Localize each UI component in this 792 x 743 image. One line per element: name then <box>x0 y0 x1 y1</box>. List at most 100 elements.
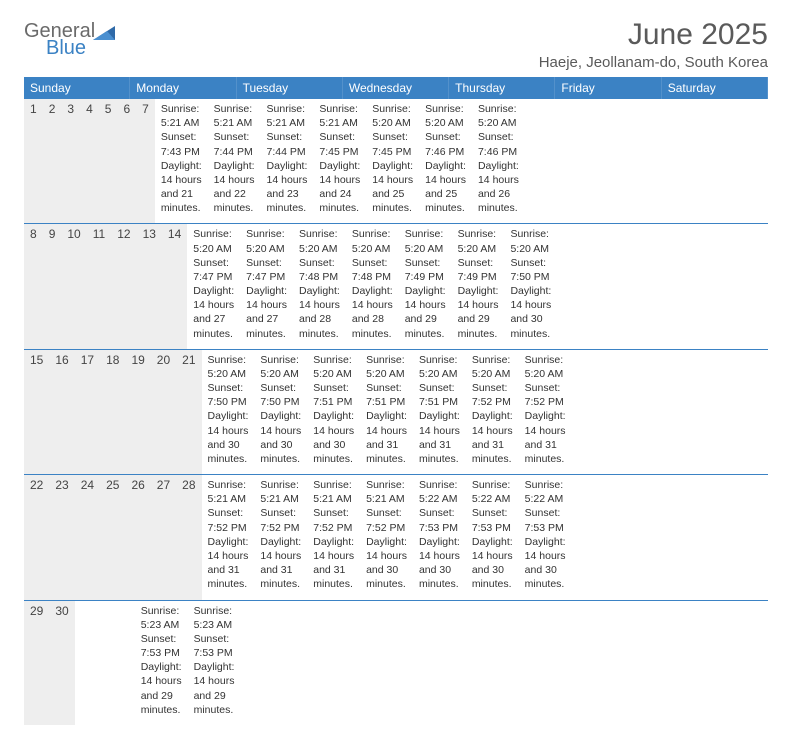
calendar-week: 891011121314Sunrise: 5:20 AMSunset: 7:47… <box>24 224 768 349</box>
daylight-text: and 31 minutes. <box>472 438 513 466</box>
day-cell: Sunrise: 5:22 AMSunset: 7:53 PMDaylight:… <box>466 475 519 599</box>
day-number: 18 <box>100 350 125 474</box>
calendar-week: 22232425262728Sunrise: 5:21 AMSunset: 7:… <box>24 475 768 600</box>
sunset-text: Sunset: 7:46 PM <box>425 130 466 158</box>
day-number: 30 <box>49 601 74 725</box>
daylight-text: and 25 minutes. <box>425 187 466 215</box>
day-number: 26 <box>125 475 150 599</box>
day-number: 15 <box>24 350 49 474</box>
logo-triangle-icon <box>93 24 119 47</box>
daylight-text: and 31 minutes. <box>260 563 301 591</box>
daylight-text: Daylight: 14 hours <box>214 159 255 187</box>
sunrise-text: Sunrise: 5:21 AM <box>214 102 255 130</box>
daylight-text: Daylight: 14 hours <box>419 409 460 437</box>
sunset-text: Sunset: 7:48 PM <box>299 256 340 284</box>
sunrise-text: Sunrise: 5:21 AM <box>319 102 360 130</box>
sunrise-text: Sunrise: 5:21 AM <box>267 102 308 130</box>
sunrise-text: Sunrise: 5:20 AM <box>525 353 566 381</box>
day-number: 1 <box>24 99 43 223</box>
day-cell: Sunrise: 5:22 AMSunset: 7:53 PMDaylight:… <box>413 475 466 599</box>
day-cell: Sunrise: 5:20 AMSunset: 7:47 PMDaylight:… <box>240 224 293 348</box>
sunrise-text: Sunrise: 5:20 AM <box>313 353 354 381</box>
daylight-text: and 31 minutes. <box>366 438 407 466</box>
daylight-text: and 31 minutes. <box>419 438 460 466</box>
daylight-text: and 29 minutes. <box>405 312 446 340</box>
day-cell: Sunrise: 5:21 AMSunset: 7:52 PMDaylight:… <box>307 475 360 599</box>
sunrise-text: Sunrise: 5:21 AM <box>161 102 202 130</box>
day-cell: Sunrise: 5:20 AMSunset: 7:51 PMDaylight:… <box>307 350 360 474</box>
sunrise-text: Sunrise: 5:22 AM <box>419 478 460 506</box>
sunrise-text: Sunrise: 5:20 AM <box>260 353 301 381</box>
daylight-text: Daylight: 14 hours <box>208 409 249 437</box>
sunset-text: Sunset: 7:43 PM <box>161 130 202 158</box>
sunset-text: Sunset: 7:47 PM <box>193 256 234 284</box>
day-number-row: 22232425262728 <box>24 475 202 599</box>
page-title: June 2025 <box>539 18 768 52</box>
day-number <box>75 601 87 725</box>
sunrise-text: Sunrise: 5:20 AM <box>366 353 407 381</box>
sunrise-text: Sunrise: 5:21 AM <box>313 478 354 506</box>
sunset-text: Sunset: 7:44 PM <box>267 130 308 158</box>
sunrise-text: Sunrise: 5:20 AM <box>510 227 551 255</box>
daylight-text: Daylight: 14 hours <box>472 535 513 563</box>
sunrise-text: Sunrise: 5:22 AM <box>472 478 513 506</box>
day-cell: Sunrise: 5:20 AMSunset: 7:46 PMDaylight:… <box>419 99 472 223</box>
day-number: 24 <box>75 475 100 599</box>
sunset-text: Sunset: 7:53 PM <box>472 506 513 534</box>
weekday-label: Wednesday <box>343 77 449 99</box>
sunset-text: Sunset: 7:52 PM <box>472 381 513 409</box>
daylight-text: Daylight: 14 hours <box>193 284 234 312</box>
day-content-row: Sunrise: 5:20 AMSunset: 7:47 PMDaylight:… <box>187 224 557 348</box>
daylight-text: Daylight: 14 hours <box>352 284 393 312</box>
day-content-row: Sunrise: 5:21 AMSunset: 7:43 PMDaylight:… <box>155 99 525 223</box>
sunset-text: Sunset: 7:52 PM <box>260 506 301 534</box>
day-cell: Sunrise: 5:20 AMSunset: 7:48 PMDaylight:… <box>293 224 346 348</box>
day-cell: Sunrise: 5:20 AMSunset: 7:46 PMDaylight:… <box>472 99 525 223</box>
daylight-text: Daylight: 14 hours <box>472 409 513 437</box>
sunset-text: Sunset: 7:50 PM <box>260 381 301 409</box>
daylight-text: Daylight: 14 hours <box>419 535 460 563</box>
daylight-text: Daylight: 14 hours <box>525 409 566 437</box>
day-number-row: 2930 <box>24 601 135 725</box>
calendar-week: 2930Sunrise: 5:23 AMSunset: 7:53 PMDayli… <box>24 601 768 725</box>
day-number: 22 <box>24 475 49 599</box>
location-text: Haeje, Jeollanam-do, South Korea <box>539 54 768 71</box>
day-cell: Sunrise: 5:21 AMSunset: 7:44 PMDaylight:… <box>208 99 261 223</box>
day-number <box>99 601 111 725</box>
day-number: 13 <box>137 224 162 348</box>
daylight-text: and 28 minutes. <box>299 312 340 340</box>
day-number: 2 <box>43 99 62 223</box>
day-cell: Sunrise: 5:20 AMSunset: 7:52 PMDaylight:… <box>466 350 519 474</box>
daylight-text: Daylight: 14 hours <box>313 409 354 437</box>
day-cell: Sunrise: 5:21 AMSunset: 7:52 PMDaylight:… <box>254 475 307 599</box>
weekday-header: Sunday Monday Tuesday Wednesday Thursday… <box>24 77 768 99</box>
sunrise-text: Sunrise: 5:20 AM <box>352 227 393 255</box>
day-number: 19 <box>125 350 150 474</box>
weekday-label: Friday <box>555 77 661 99</box>
weekday-label: Saturday <box>662 77 768 99</box>
daylight-text: Daylight: 14 hours <box>366 535 407 563</box>
day-cell <box>264 601 276 725</box>
day-cell: Sunrise: 5:21 AMSunset: 7:52 PMDaylight:… <box>202 475 255 599</box>
sunrise-text: Sunrise: 5:20 AM <box>372 102 413 130</box>
day-number <box>123 601 135 725</box>
daylight-text: and 30 minutes. <box>313 438 354 466</box>
day-number: 29 <box>24 601 49 725</box>
daylight-text: and 23 minutes. <box>267 187 308 215</box>
sunrise-text: Sunrise: 5:20 AM <box>458 227 499 255</box>
daylight-text: and 30 minutes. <box>366 563 407 591</box>
sunrise-text: Sunrise: 5:21 AM <box>260 478 301 506</box>
day-number: 21 <box>176 350 201 474</box>
day-cell: Sunrise: 5:20 AMSunset: 7:51 PMDaylight:… <box>413 350 466 474</box>
day-number: 9 <box>43 224 62 348</box>
sunrise-text: Sunrise: 5:21 AM <box>208 478 249 506</box>
daylight-text: Daylight: 14 hours <box>246 284 287 312</box>
daylight-text: Daylight: 14 hours <box>141 660 182 688</box>
sunset-text: Sunset: 7:50 PM <box>510 256 551 284</box>
calendar: Sunday Monday Tuesday Wednesday Thursday… <box>24 77 768 725</box>
day-cell: Sunrise: 5:21 AMSunset: 7:44 PMDaylight:… <box>261 99 314 223</box>
daylight-text: Daylight: 14 hours <box>260 409 301 437</box>
sunrise-text: Sunrise: 5:20 AM <box>419 353 460 381</box>
daylight-text: and 30 minutes. <box>510 312 551 340</box>
daylight-text: Daylight: 14 hours <box>525 535 566 563</box>
